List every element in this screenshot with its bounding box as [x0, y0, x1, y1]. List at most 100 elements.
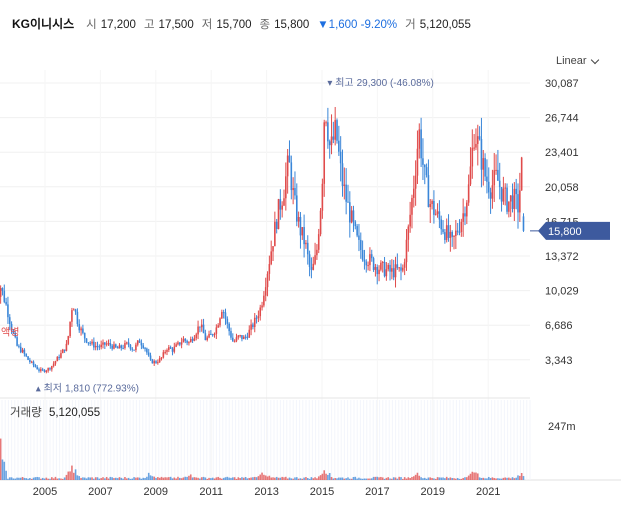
candle-body [411, 197, 413, 215]
volume-bar [316, 478, 318, 480]
candle-body [476, 136, 479, 144]
candle-body [136, 340, 139, 345]
volume-bar [268, 475, 271, 480]
volume-band [1, 400, 531, 480]
volume-bar [440, 477, 443, 480]
x-tick-label: 2021 [476, 486, 500, 498]
candle-body [522, 216, 525, 231]
volume-bars [0, 438, 525, 480]
candle-body [420, 129, 422, 159]
volume-bar [38, 477, 40, 480]
volume-bar [308, 478, 311, 480]
volume-bar [325, 473, 327, 480]
volume-bar [383, 478, 386, 480]
volume-bar [513, 478, 516, 480]
volume-bar [54, 476, 57, 480]
volume-bar [274, 477, 276, 480]
candle-body [34, 365, 37, 367]
candle-body [349, 202, 351, 223]
volume-bar [32, 477, 35, 480]
candle-body [93, 341, 95, 348]
candle-body [147, 352, 150, 356]
volume-bar [47, 478, 49, 480]
volume-bar [354, 476, 357, 480]
scale-selector[interactable]: Linear [556, 55, 599, 67]
candle-body [506, 187, 508, 212]
volume-bar [456, 477, 459, 480]
volume-bar [96, 477, 99, 480]
candle-body [200, 324, 203, 328]
volume-bar [261, 472, 263, 480]
volume-bar [458, 478, 461, 480]
candle-body [412, 188, 415, 198]
volume-bar [253, 476, 256, 480]
candle-body [268, 264, 271, 274]
volume-bar [402, 478, 404, 480]
volume-bar [321, 473, 324, 480]
candle-body [334, 120, 336, 140]
candle-body [12, 330, 15, 334]
volume-bar [434, 478, 437, 480]
x-tick-label: 2015 [310, 486, 334, 498]
volume-bar [376, 476, 379, 480]
candles [0, 106, 525, 374]
candle-body [144, 347, 146, 349]
candle-body [98, 346, 101, 348]
candle-body [285, 176, 287, 199]
volume-bar [336, 478, 338, 480]
volume-bar [338, 477, 340, 480]
volume-bar [312, 478, 315, 480]
candle-body [350, 210, 353, 223]
volume-bar [272, 477, 274, 480]
candle-body [358, 235, 360, 240]
volume-bar [155, 477, 157, 480]
candle-body [414, 175, 417, 189]
volume-bar [182, 477, 185, 480]
volume-bar [93, 478, 95, 480]
close-value: 15,800 [274, 19, 310, 31]
candle-body [83, 332, 86, 339]
candle-body [365, 261, 368, 266]
volume-bar [491, 477, 494, 480]
candle-body [242, 336, 245, 340]
volume-bar [51, 477, 53, 480]
y-tick-label: 20,058 [545, 182, 579, 194]
candle-body [425, 167, 428, 176]
volume-bar [387, 477, 390, 480]
candle-body [327, 122, 329, 142]
candle-body [283, 198, 285, 206]
volume-bar [125, 478, 128, 480]
candle-body [182, 338, 185, 343]
candle-body [400, 267, 402, 271]
volume-bar [416, 472, 419, 480]
volume-bar [515, 477, 517, 480]
volume-bar [122, 478, 124, 480]
x-tick-label: 2013 [254, 486, 278, 498]
volume-bar [480, 478, 483, 480]
candle-body [328, 141, 331, 146]
volume-bar [58, 478, 60, 480]
volume-bar [332, 478, 335, 480]
volume-bar [178, 477, 181, 480]
candle-body [341, 163, 344, 186]
candle-body [416, 148, 419, 176]
candle-body [115, 344, 117, 348]
candle-body [354, 221, 357, 227]
volume-panel-value: 5,120,055 [48, 407, 101, 419]
volume-bar [91, 477, 93, 480]
candle-body [295, 195, 298, 222]
candle-body [246, 336, 249, 338]
candle-body [314, 255, 316, 264]
volume-bar [235, 478, 238, 480]
x-tick-label: 2009 [144, 486, 168, 498]
low-label: 저 [201, 19, 213, 31]
volume-bar [506, 477, 508, 480]
candle-body [447, 225, 450, 238]
volume-bar [98, 478, 101, 480]
volume-bar [27, 478, 29, 480]
volume-bar [264, 475, 267, 480]
candle-body [204, 333, 207, 341]
volume-bar [487, 476, 490, 480]
candle-body [228, 323, 230, 332]
